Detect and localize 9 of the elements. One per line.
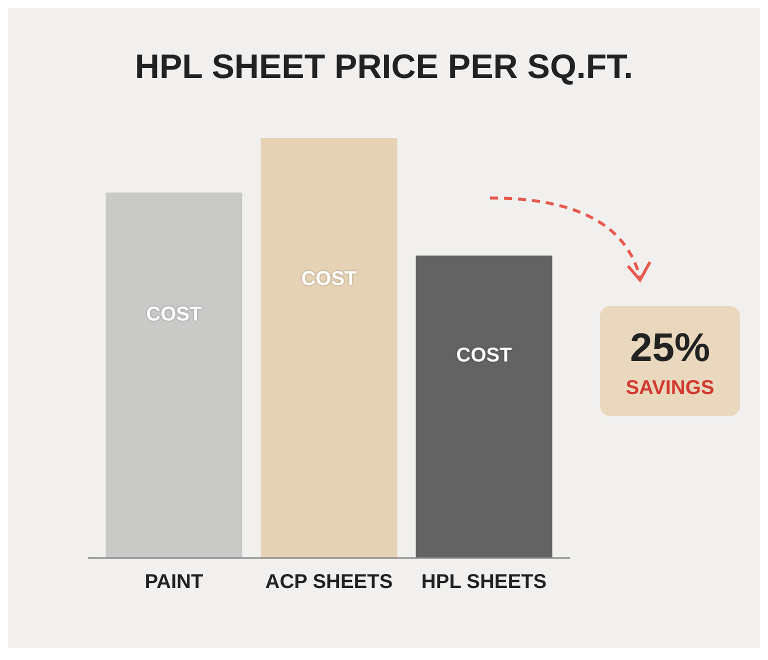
text: SAVINGS bbox=[626, 377, 714, 399]
chart-title: HPL SHEET PRICE PER SQ.FT. bbox=[134, 48, 634, 86]
annotation: COST bbox=[146, 303, 202, 326]
x-tick-label: HPL SHEETS bbox=[421, 571, 547, 593]
x-tick-label: ACP SHEETS bbox=[265, 571, 393, 593]
annotation: COST bbox=[456, 344, 512, 366]
text: 25% bbox=[630, 326, 710, 370]
annotation: COST bbox=[301, 268, 357, 290]
x-tick-label: PAINT bbox=[144, 571, 204, 593]
